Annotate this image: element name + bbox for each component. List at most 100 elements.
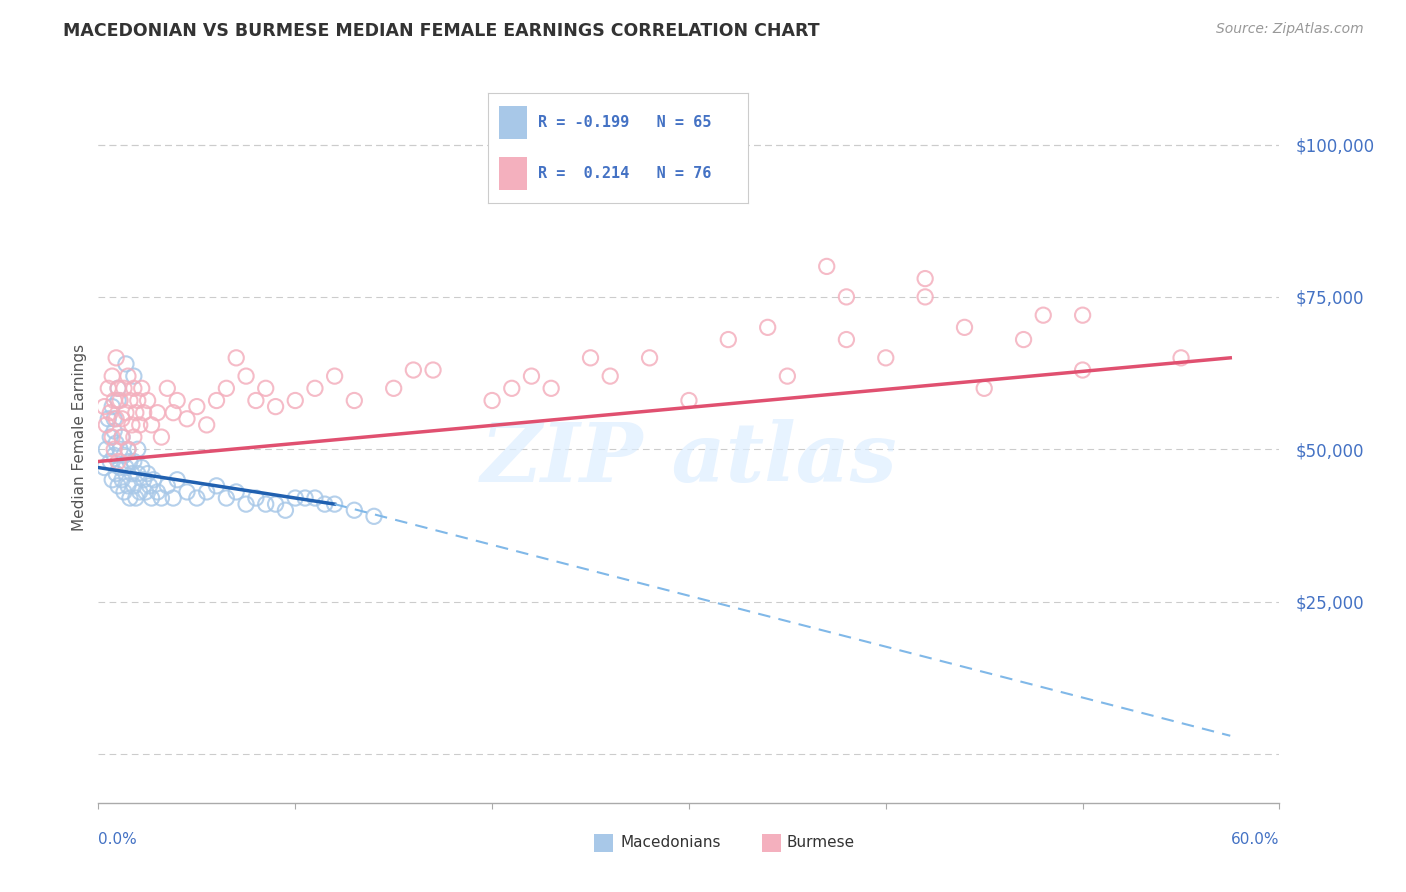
Point (97, 412, 120, 426)
Point (195, 485, 218, 500)
Point (111, 430, 134, 444)
Point (815, 260, 838, 274)
Point (111, 430, 134, 444)
Point (205, 479, 228, 493)
Point (122, 369, 145, 384)
Point (115, 406, 138, 420)
Text: 60.0%: 60.0% (1232, 832, 1279, 847)
Point (264, 497, 287, 511)
Point (162, 406, 184, 420)
Point (481, 393, 503, 408)
Point (118, 491, 141, 505)
Point (284, 393, 307, 408)
Point (125, 406, 148, 420)
Y-axis label: Median Female Earnings: Median Female Earnings (72, 343, 87, 531)
Point (323, 369, 346, 384)
Point (117, 442, 139, 457)
Point (150, 491, 173, 505)
Point (294, 491, 316, 505)
Point (111, 412, 134, 426)
Bar (762, 834, 782, 852)
Point (107, 381, 129, 395)
Point (108, 393, 131, 408)
Bar (595, 834, 613, 852)
Point (382, 381, 405, 395)
Point (776, 369, 799, 384)
Point (96, 442, 118, 457)
Point (973, 381, 995, 395)
Text: 0.0%: 0.0% (98, 832, 138, 847)
Point (323, 497, 346, 511)
Text: ZIP atlas: ZIP atlas (481, 419, 897, 499)
Point (117, 369, 139, 384)
Point (245, 491, 267, 505)
Point (107, 479, 129, 493)
Point (103, 448, 125, 462)
Text: MACEDONIAN VS BURMESE MEDIAN FEMALE EARNINGS CORRELATION CHART: MACEDONIAN VS BURMESE MEDIAN FEMALE EARN… (63, 22, 820, 40)
Point (186, 400, 208, 414)
Point (103, 393, 125, 408)
Point (93, 400, 115, 414)
Point (112, 485, 135, 500)
Point (914, 271, 936, 285)
Point (343, 393, 366, 408)
Point (131, 381, 153, 395)
Point (112, 448, 135, 462)
Point (117, 442, 139, 457)
Point (304, 491, 326, 505)
Point (343, 503, 366, 517)
Point (195, 417, 218, 432)
Point (953, 320, 976, 334)
Point (142, 473, 165, 487)
Point (520, 369, 543, 384)
Point (235, 369, 257, 384)
Point (274, 503, 297, 517)
Point (93, 460, 115, 475)
Point (264, 400, 287, 414)
Point (122, 454, 145, 468)
Point (105, 351, 128, 365)
Point (127, 393, 149, 408)
Point (141, 417, 163, 432)
Point (97, 381, 120, 395)
Point (1032, 308, 1054, 322)
Text: Macedonians: Macedonians (620, 835, 721, 850)
Point (122, 381, 145, 395)
Point (103, 424, 125, 438)
Point (225, 351, 247, 365)
Point (127, 467, 149, 481)
Point (136, 467, 159, 481)
Point (678, 393, 700, 408)
Point (118, 393, 141, 408)
Point (98, 454, 121, 468)
Point (402, 363, 425, 377)
Point (235, 497, 257, 511)
Point (108, 442, 131, 457)
Point (115, 460, 138, 475)
Point (176, 412, 198, 426)
Point (166, 473, 188, 487)
Point (108, 460, 131, 475)
Point (121, 417, 143, 432)
Point (107, 454, 129, 468)
Point (132, 473, 155, 487)
Point (304, 381, 326, 395)
Point (254, 497, 277, 511)
Point (103, 442, 125, 457)
Point (1071, 363, 1094, 377)
Point (101, 473, 124, 487)
Point (127, 442, 149, 457)
Point (215, 491, 238, 505)
Point (166, 393, 188, 408)
Point (1170, 351, 1192, 365)
Point (162, 491, 184, 505)
Point (638, 351, 661, 365)
Point (105, 467, 128, 481)
Point (186, 491, 208, 505)
Point (107, 381, 129, 395)
Point (115, 357, 138, 371)
Point (215, 381, 238, 395)
Point (599, 369, 621, 384)
Point (835, 290, 858, 304)
Point (131, 460, 153, 475)
